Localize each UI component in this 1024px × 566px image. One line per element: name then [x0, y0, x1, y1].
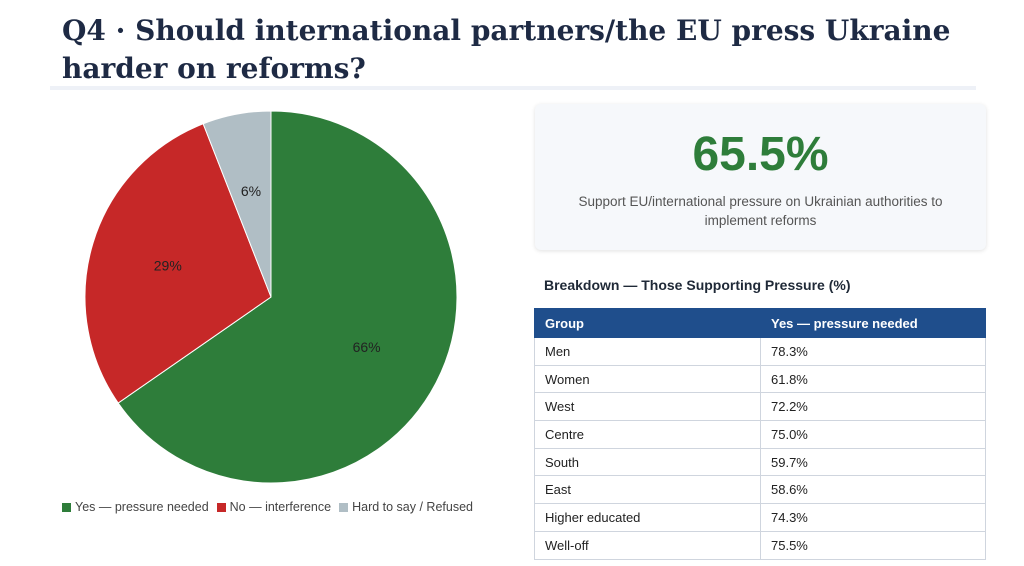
- table-row: Centre 75.0%: [534, 420, 986, 449]
- column-header-yes: Yes — pressure needed: [760, 308, 986, 338]
- pie-chart: 66% 29% 6%: [60, 100, 500, 500]
- table-row: South 59.7%: [534, 447, 986, 477]
- value-cell: 78.3%: [760, 337, 986, 366]
- page-title: Q4 · Should international partners/the E…: [62, 14, 951, 85]
- group-cell: South: [534, 447, 761, 477]
- table-row: Higher educated 74.3%: [534, 503, 986, 532]
- table-row: East 58.6%: [534, 475, 986, 505]
- legend-label: Hard to say / Refused: [352, 500, 473, 514]
- breakdown-table: Group Yes — pressure needed Men 78.3% Wom…: [534, 308, 986, 560]
- legend-item-1: No — interference: [216, 500, 332, 514]
- table-row: Men 78.3%: [534, 337, 986, 366]
- group-cell: East: [534, 475, 761, 505]
- group-cell: West: [534, 392, 761, 422]
- kpi-description: Support EU/international pressure on Ukr…: [578, 194, 943, 228]
- value-cell: 61.8%: [760, 364, 986, 394]
- legend-item-0: Yes — pressure needed: [62, 500, 209, 514]
- value-cell: 74.3%: [760, 503, 986, 532]
- value-cell: 75.5%: [760, 530, 986, 560]
- table-row: Well-off 75.5%: [534, 530, 986, 560]
- pie-slice-1: [84, 123, 272, 404]
- group-cell: Higher educated: [534, 503, 761, 532]
- table-header-row: Group Yes — pressure needed: [534, 308, 986, 338]
- pie-svg: 66% 29% 6%: [84, 110, 458, 484]
- title-divider: [50, 86, 976, 90]
- table-row: West 72.2%: [534, 392, 986, 422]
- pie-slice-2: [202, 110, 272, 298]
- group-cell: Well-off: [534, 530, 761, 560]
- legend-swatch: [216, 502, 226, 512]
- legend-item-2: Hard to say / Refused: [339, 500, 473, 514]
- value-cell: 59.7%: [760, 447, 986, 477]
- pie-slice-0: [117, 110, 458, 484]
- legend-label: No — interference: [229, 500, 332, 514]
- breakdown-title: Breakdown — Those Supporting Pressure (%…: [544, 277, 851, 293]
- value-cell: 75.0%: [760, 420, 986, 449]
- legend-swatch: [62, 502, 71, 512]
- legend-label: Yes — pressure needed: [75, 500, 209, 514]
- legend-swatch: [339, 502, 349, 512]
- kpi-card: 65.5% Support EU/international pressure …: [535, 104, 986, 250]
- pie-label-0: 66%: [353, 339, 381, 355]
- group-cell: Men: [534, 337, 761, 366]
- value-cell: 58.6%: [760, 475, 986, 505]
- pie-label-1: 29%: [154, 258, 182, 274]
- column-header-group: Group: [534, 308, 761, 338]
- table-row: Women 61.8%: [534, 364, 986, 394]
- kpi-value: 65.5%: [692, 128, 829, 181]
- group-cell: Centre: [534, 420, 761, 449]
- group-cell: Women: [534, 364, 761, 394]
- value-cell: 72.2%: [760, 392, 986, 422]
- pie-label-2: 6%: [241, 183, 261, 199]
- chart-legend: Yes — pressure needed No — interference Ha…: [62, 500, 481, 514]
